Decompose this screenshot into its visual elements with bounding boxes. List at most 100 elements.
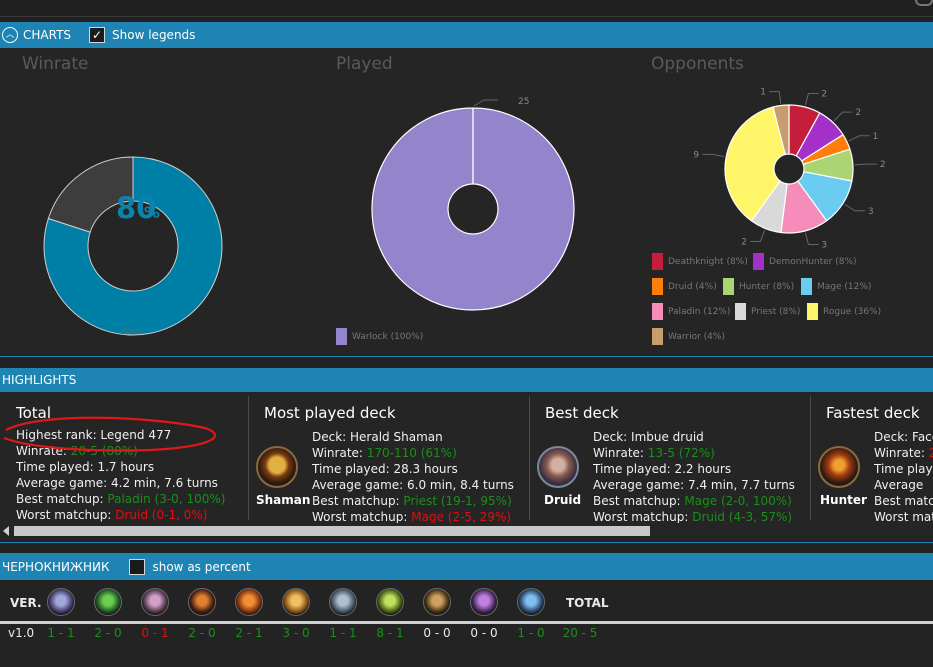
collapse-charts-icon[interactable]: ︿ <box>2 27 18 43</box>
opponents-legend-item: Mage (12%) <box>801 278 871 295</box>
highlight-total-title: Total <box>16 404 52 422</box>
highlight-most-played-card: Most played deck <box>264 396 524 524</box>
opponents-legend-label: Mage (12%) <box>817 281 872 292</box>
highlights-section-label: HIGHLIGHTS <box>2 373 77 387</box>
fastest-worst: Worst matc <box>874 510 933 524</box>
opponents-slice-label: 3 <box>868 207 874 217</box>
played-slice-warlock[interactable] <box>371 107 575 311</box>
opponents-legend-label: DemonHunter (8%) <box>769 256 857 267</box>
best-deck-class-label: Druid <box>544 493 582 507</box>
opponents-slice-rogue[interactable] <box>724 106 787 222</box>
opponents-legend-swatch <box>807 303 818 320</box>
highlight-total-rank: Highest rank: Legend 477 <box>16 428 172 442</box>
priest-icon <box>141 588 169 616</box>
best-deck-avg: Average game: 7.4 min, 7.7 turns <box>593 478 795 492</box>
demonhunter-icon <box>470 588 498 616</box>
opponents-legend-item: Hunter (8%) <box>723 278 794 295</box>
matchup-cell: 2 - 0 <box>188 626 216 640</box>
deck-table-header: VER. TOTAL <box>0 588 933 620</box>
opponents-legend-label: Priest (8%) <box>751 306 801 317</box>
highlight-best-deck-title: Best deck <box>545 404 619 422</box>
hunter-icon <box>188 588 216 616</box>
charts-bottom-divider <box>0 356 933 357</box>
scrollbar-thumb[interactable] <box>14 526 650 536</box>
highlight-total-avg: Average game: 4.2 min, 7.6 turns <box>16 476 218 490</box>
best-deck-time: Time played: 2.2 hours <box>593 462 732 476</box>
show-legends-checkbox[interactable]: ✓ <box>89 27 106 43</box>
highlight-divider-3 <box>810 396 811 520</box>
best-deck-deck: Deck: Imbue druid <box>593 430 704 444</box>
opponents-slice-warrior[interactable] <box>772 104 790 156</box>
opponents-legend-swatch <box>652 303 663 320</box>
opponents-legend-label: Rogue (36%) <box>823 306 882 317</box>
opponents-legend-label: Paladin (12%) <box>668 306 731 317</box>
total-cell: 20 - 5 <box>562 626 598 640</box>
played-donut-chart: 25 <box>371 97 575 311</box>
opponents-slice-label: 1 <box>873 132 879 142</box>
most-played-best: Best matchup: Priest (19-1, 95%) <box>312 494 512 508</box>
ver-header: VER. <box>10 596 42 610</box>
matchup-cell: 0 - 0 <box>470 626 498 640</box>
opponents-legend-swatch <box>723 278 734 295</box>
shaman-class-icon <box>256 446 298 488</box>
opponents-legend-item: Druid (4%) <box>652 278 717 295</box>
highlights-area: Total Highest rank: Legend 477 Winrate: … <box>0 392 933 540</box>
deck-stats-table: VER. TOTAL v1.0 1 - 1 2 - 0 0 - 1 2 - 0 2 - … <box>0 580 933 667</box>
highlight-total-card: Total Highest rank: Legend 477 Winrate: … <box>16 396 246 524</box>
opponents-label-leader <box>750 230 766 243</box>
mage-icon <box>47 588 75 616</box>
highlight-fastest-details: Deck: Face Winrate: 21 Time playe Averag… <box>874 429 933 540</box>
shaman-icon <box>517 588 545 616</box>
rank-annotation-scribble <box>3 416 217 452</box>
charts-area: Winrate Played Opponents 80 % Wins 25 1 2… <box>0 48 933 355</box>
opponents-label-leader <box>804 232 819 246</box>
opponents-legend-swatch <box>735 303 746 320</box>
matchup-cell: 8 - 1 <box>376 626 404 640</box>
deck-table-divider <box>0 621 933 624</box>
opponents-legend-item: Rogue (36%) <box>807 303 881 320</box>
played-legend-label: Warlock (100%) <box>352 331 424 342</box>
highlight-most-played-details: Deck: Herald Shaman Winrate: 170-110 (61… <box>312 429 527 540</box>
warlock-icon <box>235 588 263 616</box>
opponents-legend-item: Deathknight (8%) <box>652 253 748 270</box>
played-label-leader <box>473 99 498 107</box>
total-header: TOTAL <box>566 596 609 610</box>
show-as-percent-checkbox[interactable] <box>129 558 146 575</box>
highlight-divider-2 <box>529 396 530 520</box>
opponents-label-leader <box>769 91 782 104</box>
warrior-icon <box>423 588 451 616</box>
opponents-slice-label: 2 <box>821 89 827 99</box>
opponents-legend-swatch <box>652 278 663 295</box>
highlight-total-best: Best matchup: Paladin (3-0, 100%) <box>16 492 226 506</box>
show-as-percent-label[interactable]: show as percent <box>152 559 251 574</box>
opponents-label-leader <box>844 203 865 212</box>
window-control[interactable] <box>915 0 933 6</box>
show-legends-label[interactable]: Show legends <box>112 28 196 42</box>
opponents-slice-label: 1 <box>760 88 766 98</box>
highlight-fastest-card: Fastest deck <box>826 396 933 524</box>
scroll-left-icon[interactable] <box>3 526 9 536</box>
opponents-slice-label: 9 <box>693 150 699 160</box>
version-cell: v1.0 <box>8 626 35 640</box>
opponents-legend-item: DemonHunter (8%) <box>753 253 857 270</box>
fastest-best: Best match <box>874 494 933 508</box>
highlight-most-played-title: Most played deck <box>264 404 396 422</box>
opponents-legend-swatch <box>652 253 663 270</box>
deck-class-label: ЧЕРНОКНИЖНИК <box>2 559 110 574</box>
winrate-caption: Wins <box>122 327 144 337</box>
winrate-center-unit: % <box>144 203 160 222</box>
opponents-legend-item: Warrior (4%) <box>652 328 725 345</box>
most-played-deck: Deck: Herald Shaman <box>312 430 443 444</box>
played-legend-swatch <box>336 328 347 345</box>
opponents-label-leader <box>848 135 870 142</box>
opponents-chart-title: Opponents <box>651 54 744 74</box>
matchup-cell: 2 - 1 <box>235 626 263 640</box>
winrate-slice-wins[interactable] <box>43 156 223 336</box>
winrate-slice-losses[interactable] <box>47 156 134 233</box>
highlights-bottom-divider <box>0 542 933 543</box>
opponents-legend-label: Warrior (4%) <box>668 331 725 342</box>
highlights-scrollbar[interactable] <box>0 523 933 537</box>
highlight-best-deck-card: Best deck <box>545 396 805 524</box>
rogue-icon <box>329 588 357 616</box>
played-slice-label: 25 <box>518 97 529 107</box>
